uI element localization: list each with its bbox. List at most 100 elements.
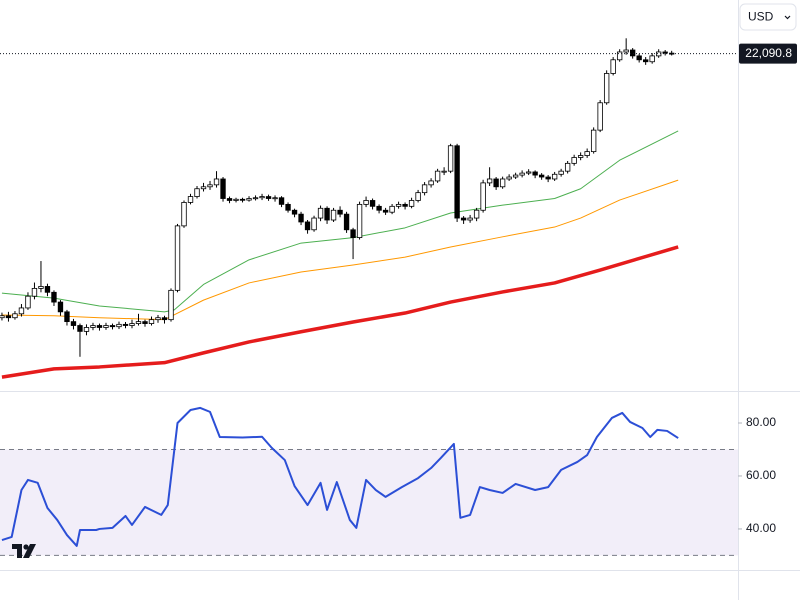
candle-body — [25, 295, 31, 309]
currency-label[interactable]: USD — [748, 10, 774, 24]
candle-body — [174, 225, 181, 291]
candle-body — [525, 171, 532, 174]
candle-body — [90, 325, 96, 328]
y-tick-label: 60.00 — [746, 468, 776, 482]
candle-body — [532, 171, 538, 176]
candle-body — [558, 170, 564, 175]
candle-body — [298, 213, 304, 223]
labels: 22,090.8 40.00 60.00 80.00 — [739, 43, 797, 535]
logo-part — [12, 544, 22, 558]
candle-body — [304, 221, 311, 231]
candle-body — [233, 198, 239, 201]
candle-body — [187, 196, 194, 203]
candle-body — [272, 197, 278, 200]
candle-body — [538, 174, 545, 178]
candle-body — [226, 198, 233, 201]
candle-body — [447, 145, 454, 172]
currency-box[interactable] — [739, 3, 797, 31]
candle-body — [343, 213, 350, 231]
candle-body — [408, 200, 415, 207]
currency-selector[interactable]: USD — [739, 3, 797, 31]
candle-body — [499, 178, 506, 188]
rsi-line — [1, 406, 679, 547]
candle-body — [616, 51, 623, 61]
candle-body — [181, 202, 187, 227]
candle-body — [220, 178, 226, 199]
candle-body — [610, 59, 616, 74]
candle-body — [389, 205, 395, 213]
candle-body — [38, 286, 44, 289]
candle-body — [441, 170, 447, 173]
candle-body — [70, 321, 77, 326]
candle-body — [629, 49, 636, 57]
candle-body — [77, 325, 83, 332]
candle-body — [545, 176, 551, 180]
candle-body — [194, 188, 200, 197]
candle-body — [590, 129, 597, 153]
candle-body — [31, 287, 38, 297]
last-price-label: 22,090.8 — [745, 46, 792, 60]
candle-body — [51, 291, 57, 303]
candle-body — [519, 172, 525, 176]
candle-body — [642, 59, 649, 63]
candle-body — [577, 155, 584, 158]
candle-body — [376, 205, 382, 211]
candle-body — [142, 321, 148, 324]
candle-body — [428, 180, 434, 186]
candle-body — [551, 173, 558, 180]
last-price-box — [739, 43, 797, 64]
candle-body — [200, 186, 207, 190]
candle-body — [584, 151, 590, 156]
moving-average — [1, 245, 679, 379]
candle-body — [64, 311, 70, 323]
candle-body — [454, 145, 460, 219]
candle-body — [486, 178, 493, 184]
candle-body — [116, 323, 122, 328]
candle-body — [571, 157, 577, 164]
candle-body — [148, 319, 155, 324]
candle-body — [168, 289, 174, 321]
candle-body — [636, 55, 642, 61]
candle-body — [252, 197, 259, 200]
logo-part — [23, 544, 36, 558]
candle-body — [669, 52, 675, 55]
candle-body — [363, 200, 369, 205]
candle-body — [5, 315, 12, 319]
candle-body — [623, 49, 629, 53]
moving-average — [1, 179, 679, 321]
candle-body — [480, 182, 486, 211]
candle-body — [285, 203, 291, 211]
candle-body — [467, 217, 473, 221]
candle-body — [402, 203, 408, 207]
candle-body — [350, 229, 356, 238]
moving-average — [1, 130, 679, 313]
candle-body — [213, 178, 220, 186]
candle-body — [0, 315, 5, 319]
candle-body — [239, 198, 246, 201]
candle-body — [603, 73, 610, 104]
candle-body — [512, 174, 519, 178]
candle-body — [207, 184, 213, 188]
candle-body — [278, 197, 285, 205]
candle-body — [662, 51, 668, 54]
candle-body — [311, 217, 317, 231]
candle-body — [135, 321, 142, 324]
marks — [0, 38, 738, 547]
candle-body — [382, 209, 389, 213]
candle-body — [265, 196, 272, 199]
logo-part — [23, 544, 29, 550]
y-tick-label: 40.00 — [746, 521, 776, 535]
grid — [0, 422, 742, 556]
candle-body — [597, 102, 603, 131]
candle-body — [161, 317, 168, 321]
candle-body — [96, 325, 103, 328]
candle-body — [473, 209, 480, 219]
candle-body — [415, 192, 421, 201]
candle-body — [109, 325, 116, 328]
candle-body — [291, 209, 298, 215]
candle-body — [317, 207, 324, 219]
chevron[interactable] — [784, 15, 791, 20]
